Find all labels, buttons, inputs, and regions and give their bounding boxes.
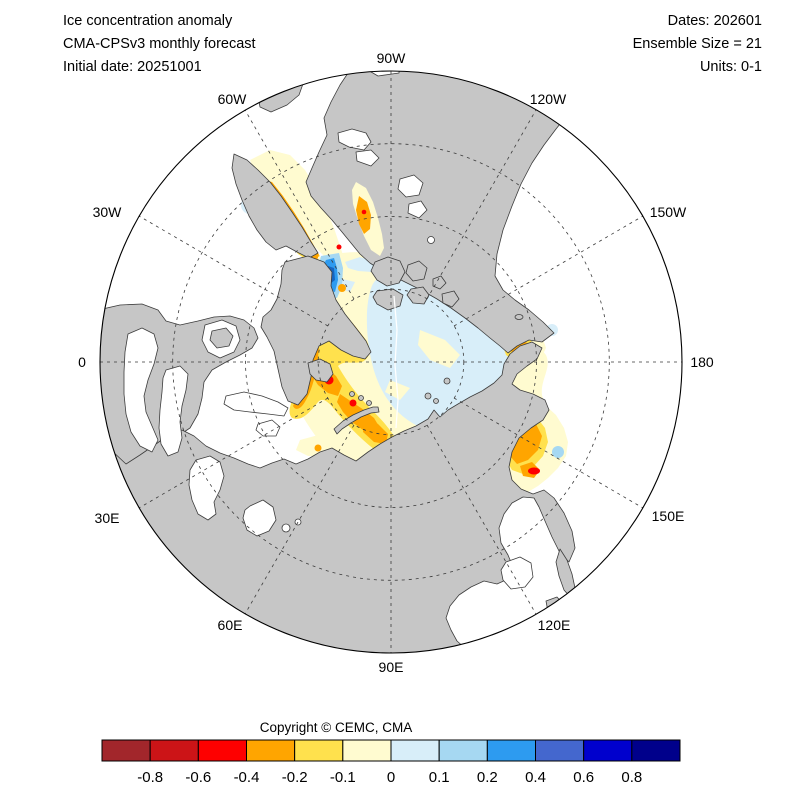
colorbar-tick-0: 0	[387, 769, 395, 786]
lake-ladoga	[281, 523, 291, 533]
anomaly-inner-streak-1	[418, 330, 460, 368]
sea-north-sea-hole	[158, 365, 189, 457]
lon-label-150W: 150W	[650, 204, 687, 220]
colorbar-tick-0.6: 0.6	[573, 769, 594, 786]
lake-canada-3	[427, 236, 435, 244]
lon-label-120E: 120E	[538, 617, 571, 633]
colorbar-tick--0.6: -0.6	[185, 769, 211, 786]
header: Ice concentration anomaly CMA-CPSv3 mont…	[63, 13, 762, 75]
colorbar-segment-4	[294, 739, 344, 762]
colorbar-tick-0.4: 0.4	[525, 769, 546, 786]
model-subtitle: CMA-CPSv3 monthly forecast	[63, 36, 256, 52]
lake-onega	[255, 419, 281, 437]
lake-great-slave	[407, 200, 428, 219]
lake-great-bear	[397, 174, 424, 198]
caa-island-5	[432, 275, 447, 290]
dates-label: Dates: 202601	[668, 13, 762, 29]
lon-label-90E: 90E	[379, 659, 404, 675]
ice-lead-line	[393, 295, 399, 429]
ensemble-size-label: Ensemble Size = 21	[633, 36, 762, 52]
colorbar-ticks: -0.8 -0.6 -0.4 -0.2 -0.1 0 0.1 0.2 0.4 0.6 0.8	[137, 769, 642, 786]
colorbar-segment-6	[390, 739, 440, 762]
caa-island-1	[370, 256, 406, 287]
anomaly-kuril-positive-spot	[552, 446, 564, 458]
lon-label-150E: 150E	[652, 508, 685, 524]
copyright: Copyright © CEMC, CMA	[260, 720, 412, 735]
caa-island-4	[406, 286, 430, 305]
colorbar-tick-0.2: 0.2	[477, 769, 498, 786]
land-detail-layer	[123, 71, 576, 631]
sea-of-japan-notch	[500, 556, 534, 590]
colorbar-segment-11	[631, 739, 681, 762]
initial-date-label: Initial date: 20251001	[63, 59, 202, 75]
severnaya-zemlya-1	[424, 392, 432, 400]
franz-josef-2	[358, 395, 364, 401]
franz-josef-1	[349, 391, 355, 397]
units-label: Units: 0-1	[700, 59, 762, 75]
anomaly-red-okhotsk	[528, 467, 540, 475]
longitude-labels: 90W 60W 120W 30W 150W 0 180 30E 150E 60E 120E 90E	[78, 50, 714, 675]
gulf-of-bothnia	[223, 391, 289, 417]
new-siberian-islands	[443, 377, 451, 385]
severnaya-zemlya-2	[433, 398, 439, 404]
lon-label-90W: 90W	[377, 50, 407, 66]
sea-norwegian-hole	[123, 327, 159, 453]
anomaly-red-barents	[349, 399, 357, 407]
caa-island-3	[372, 288, 404, 311]
anomaly-boothia-core	[356, 196, 371, 234]
colorbar-segment-5	[342, 739, 392, 762]
lon-label-60E: 60E	[218, 617, 243, 633]
franz-josef-3	[366, 400, 372, 406]
colorbar-tick-0.1: 0.1	[429, 769, 450, 786]
colorbar-tick-0.8: 0.8	[621, 769, 642, 786]
lake-canada-2	[355, 149, 380, 167]
graticule	[100, 71, 682, 653]
page-title: Ice concentration anomaly	[63, 13, 233, 29]
wrangel-island	[514, 314, 524, 320]
colorbar-segment-3	[246, 739, 296, 762]
anomaly-red-boothia	[361, 209, 367, 215]
coast-notch-top	[364, 71, 401, 77]
polar-map	[100, 71, 682, 653]
land-baffin-island	[231, 153, 319, 259]
anomaly-caa-orange-dot	[338, 284, 346, 292]
land-canada-alaska	[305, 71, 565, 354]
colorbar-segment-10	[583, 739, 633, 762]
anomaly-pechora-orange-dot	[314, 444, 322, 452]
lon-label-0: 0	[78, 354, 86, 370]
colorbar	[101, 739, 681, 762]
colorbar-segment-0	[101, 739, 151, 762]
iceland	[209, 327, 234, 349]
lon-label-60W: 60W	[218, 91, 248, 107]
svalbard	[307, 358, 334, 383]
baltic-sea	[188, 455, 225, 521]
anomaly-kara-blob	[363, 416, 388, 444]
caa-island-2	[405, 260, 428, 282]
novaya-zemlya	[333, 406, 380, 435]
colorbar-tick--0.8: -0.8	[137, 769, 163, 786]
colorbar-segment-8	[486, 739, 537, 762]
colorbar-segment-9	[535, 739, 585, 762]
colorbar-segment-1	[149, 739, 199, 762]
lake-canada-1	[337, 128, 372, 151]
colorbar-segment-2	[197, 739, 247, 762]
map-boundary	[99, 70, 683, 654]
lon-label-120W: 120W	[530, 91, 567, 107]
white-sea	[242, 499, 277, 537]
anomaly-red-baffin-tip	[336, 244, 342, 250]
lon-label-180: 180	[690, 354, 714, 370]
colorbar-tick--0.1: -0.1	[330, 769, 356, 786]
caa-island-6	[441, 290, 460, 308]
lon-label-30E: 30E	[95, 510, 120, 526]
lon-label-30W: 30W	[93, 204, 123, 220]
colorbar-segment-7	[438, 739, 488, 762]
colorbar-tick--0.2: -0.2	[282, 769, 308, 786]
colorbar-tick--0.4: -0.4	[234, 769, 260, 786]
land-greenland	[260, 255, 372, 406]
